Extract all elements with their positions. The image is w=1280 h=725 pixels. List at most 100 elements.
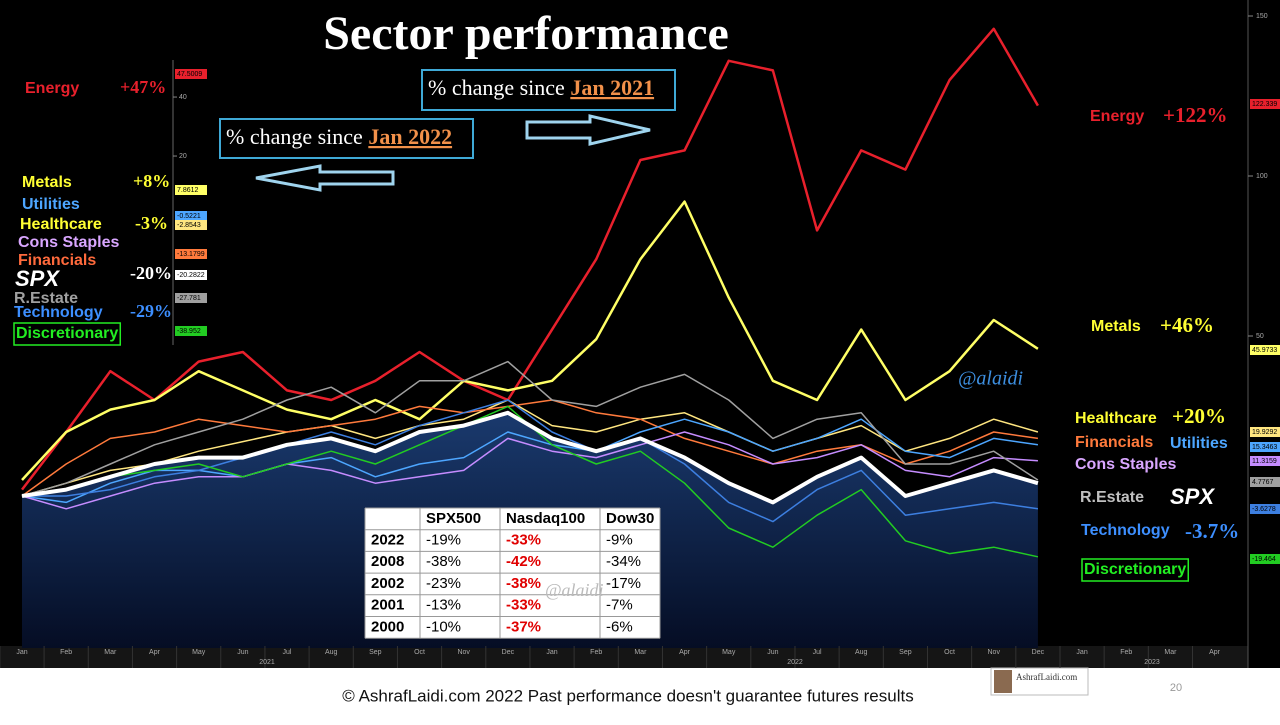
value-tag [1250,477,1280,487]
value-tag [175,220,207,230]
series-line [21,418,1039,504]
x-tick-label: Apr [679,649,691,656]
value-tag-label: 45.9733 [1252,347,1277,354]
x-tick-label: Dec [502,649,515,656]
x-tick-label: Jun [767,649,778,656]
sector-label: Healthcare [20,216,102,233]
sector-label: R.Estate [1080,489,1144,506]
value-tag [1250,99,1280,109]
table-cell: -37% [506,618,541,635]
y2-tick-label: 20 [179,153,187,160]
y-tick-label: 50 [1256,333,1264,340]
series-line [21,399,1039,497]
box-label: % change since [226,124,368,149]
series-line [22,399,1039,523]
table-header: Dow30 [606,510,654,527]
sector-label: Energy [1090,108,1144,125]
watermark: @alaidi [958,368,1023,390]
x-axis-strip [0,646,1248,668]
table-cell: -42% [506,553,541,570]
box-date: Jan 2022 [368,124,452,149]
sector-change: +8% [133,171,170,191]
table-cell: -33% [506,597,541,614]
y2-tick-label: 40 [179,94,187,101]
value-tag [175,270,207,280]
series-line [21,27,1039,491]
chart-title: Sector performance [323,7,729,60]
series-line [21,399,1039,497]
value-tag [1250,442,1280,452]
page-number: 20 [1170,682,1182,694]
value-tag-label: -20.2822 [177,272,205,279]
x-tick-label: Nov [457,649,470,656]
x-tick-label: May [722,649,736,656]
series-line [21,200,1039,481]
table-cell: -7% [606,597,633,614]
table-cell: 2000 [371,618,404,635]
value-tag-label: 15.3463 [1252,444,1277,451]
x-tick-label: Feb [1120,649,1132,656]
x-tick-label: Mar [634,649,647,656]
x-tick-label: Feb [60,649,72,656]
series-line [21,431,1038,510]
box [421,69,676,111]
table-cell: -17% [606,575,641,592]
value-tag-label: -2.8543 [177,222,201,229]
sector-label: Metals [22,174,72,191]
box-label: % change since [428,75,570,100]
sector-change: +47% [120,77,166,97]
table-cell: -33% [506,532,541,549]
x-tick-label: Apr [1209,649,1221,656]
sector-label: Cons Staples [1075,456,1176,473]
x-tick-label: Jan [16,649,27,656]
sector-label: Financials [18,252,96,269]
value-tag [1250,345,1280,355]
x-tick-label: May [192,649,206,656]
table-cell: 2022 [371,532,404,549]
value-tag-label: -19.464 [1252,556,1276,563]
arrow-right [525,114,651,146]
x-tick-label: Mar [1164,649,1177,656]
x-tick-label: Jul [813,649,822,656]
x-tick-label: Jul [283,649,292,656]
table-cell: -23% [426,575,461,592]
value-tag [175,185,207,195]
x-tick-label: Mar [104,649,117,656]
logo-photo [994,670,1012,693]
x-tick-label: Dec [1032,649,1045,656]
table-cell: -9% [606,532,633,549]
sector-label: Utilities [22,196,80,213]
value-tag-label: -3.6278 [1252,506,1276,513]
x-tick-label: Jun [237,649,248,656]
value-tag [175,211,207,221]
sector-label: Discretionary [1084,561,1186,578]
table-cell: 2001 [371,597,404,614]
value-tag [175,249,207,259]
arrow-left [255,164,395,192]
box-date: Jan 2021 [570,75,654,100]
sector-change: +46% [1160,313,1214,337]
sector-label: Utilities [1170,435,1228,452]
box-text: % change since Jan 2021 [428,75,654,100]
value-tag-label: 11.3159 [1252,458,1277,465]
x-year-label: 2023 [1144,659,1160,666]
series-line [21,410,1039,505]
sector-change: -3.7% [1185,519,1239,543]
table-cell: -6% [606,618,633,635]
x-year-label: 2021 [259,659,275,666]
x-tick-label: Aug [325,649,338,656]
x-tick-label: Sep [899,649,912,656]
x-tick-label: Apr [149,649,161,656]
value-tag [175,69,207,79]
value-tag-label: -13.1799 [177,251,205,258]
table-cell: -34% [606,553,641,570]
sector-change: -29% [130,301,172,321]
table-header: SPX500 [426,510,481,527]
returns-table: SPX500 Nasdaq100 Dow30 2022 -19% -33% -9% 2008 -… [364,507,661,639]
sector-label: Healthcare [1075,410,1157,427]
x-tick-label: Feb [590,649,602,656]
sector-label: Cons Staples [18,234,119,251]
label-box [1081,558,1190,582]
sector-label: Technology [14,304,103,321]
value-tag-label: -0.5221 [177,213,201,220]
